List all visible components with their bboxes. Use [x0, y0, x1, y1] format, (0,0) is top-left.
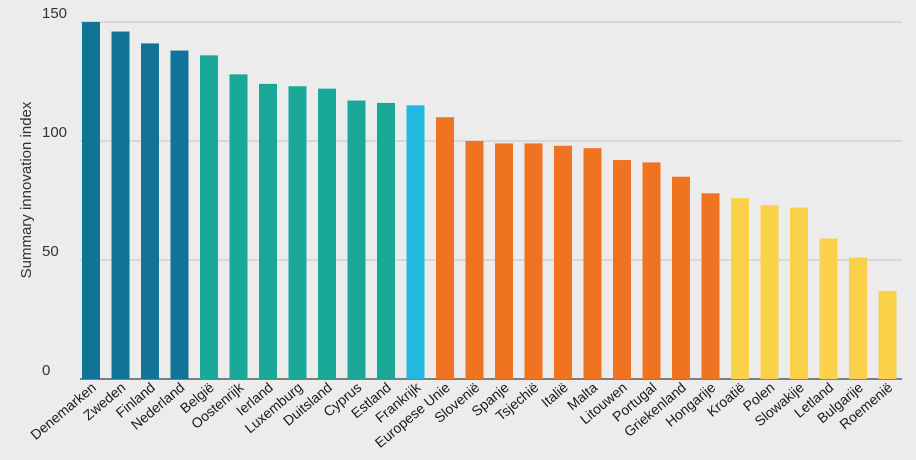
bar-series [82, 22, 897, 380]
y-tick-label: 100 [42, 124, 67, 141]
bar-duitsland [318, 88, 336, 379]
bar-denemarken [82, 22, 100, 379]
bar-frankrijk [406, 105, 425, 380]
bar-malta [583, 148, 602, 379]
y-tick-label: 150 [42, 5, 67, 22]
bar-polen [760, 205, 779, 379]
y-axis-ticks: 0 50 100 150 [42, 5, 67, 379]
bar-kroatië [731, 198, 749, 379]
bar-ierland [259, 83, 277, 379]
bar-slovenië [465, 141, 484, 379]
bar-bulgarije [849, 257, 867, 379]
bar-roemenië [878, 290, 897, 379]
bar-nederland [170, 50, 189, 380]
bar-estland [377, 102, 395, 380]
bar-spanje [495, 143, 513, 379]
bar-zweden [111, 31, 130, 380]
bar-italië [554, 145, 572, 379]
bar-hongarije [701, 193, 720, 379]
bar-europese-unie [436, 117, 454, 379]
bar-letland [819, 238, 838, 379]
bar-belgië [200, 55, 218, 379]
bar-litouwen [613, 160, 631, 379]
y-tick-label: 0 [42, 362, 50, 379]
y-axis-title: Summary innovation index [18, 101, 35, 278]
bar-oostenrijk [229, 74, 248, 380]
bar-finland [141, 43, 159, 380]
bar-slowakije [790, 207, 808, 379]
bar-cyprus [347, 100, 366, 379]
bar-luxemburg [288, 86, 307, 379]
bar-griekenland [672, 176, 690, 379]
bar-portugal [642, 162, 661, 379]
y-tick-label: 50 [42, 243, 59, 260]
bar-tsjechië [524, 143, 543, 379]
